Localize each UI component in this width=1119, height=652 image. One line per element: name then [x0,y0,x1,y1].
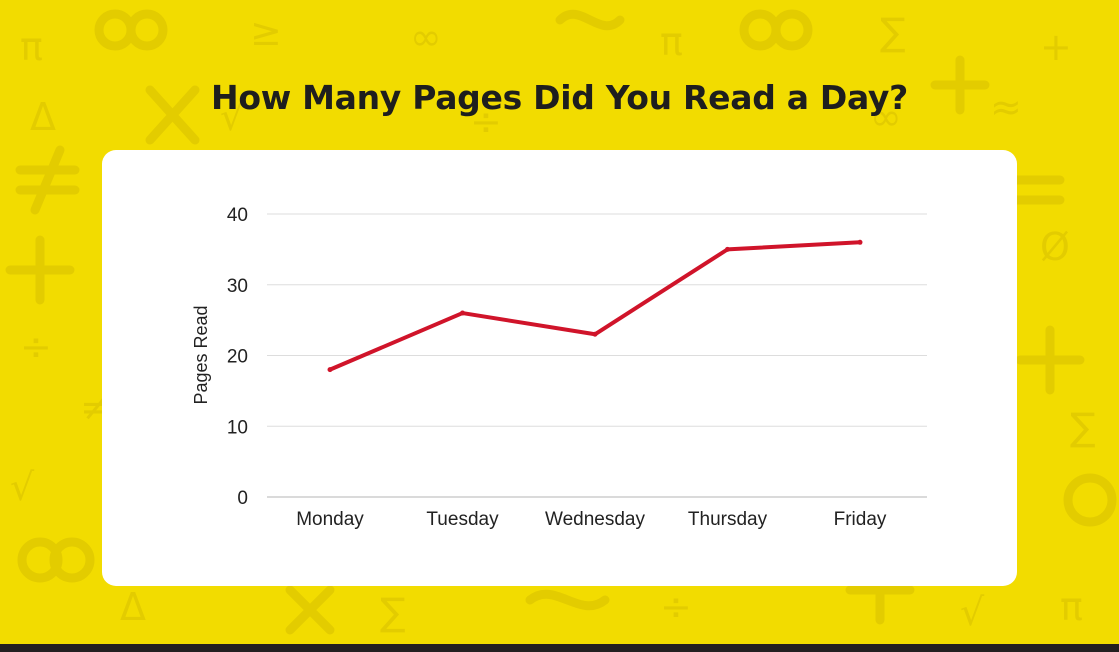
svg-text:Ø: Ø [1040,225,1070,269]
series-line [328,240,862,372]
bottom-bar [0,644,1119,652]
chart-card: 0 10 20 30 40 Monday Tuesday Wednesday Thursday… [102,150,1017,586]
x-tick-label: Wednesday [545,509,645,530]
svg-text:÷: ÷ [660,585,692,629]
svg-text:≈: ≈ [990,85,1022,129]
gridlines [267,213,927,498]
data-point [327,367,333,373]
svg-text:∑: ∑ [380,590,406,634]
svg-text:∞: ∞ [870,95,902,139]
svg-text:π: π [20,25,43,69]
y-axis-ticks: 0 10 20 30 40 [227,205,248,509]
x-axis-ticks: Monday Tuesday Wednesday Thursday Friday [296,509,887,530]
y-tick-label: 0 [237,488,248,509]
page-title: How Many Pages Did You Read a Day? [211,78,908,117]
series-layer [327,239,863,373]
svg-text:∑: ∑ [880,10,906,54]
data-point [592,331,598,337]
y-tick-label: 30 [227,276,248,297]
svg-text:π: π [1060,585,1083,629]
y-tick-label: 10 [227,417,248,438]
data-point [725,246,730,252]
svg-text:Δ: Δ [30,95,56,139]
svg-text:∞: ∞ [410,15,442,59]
svg-text:√: √ [10,465,35,509]
svg-text:+: + [1040,25,1072,69]
y-tick-label: 20 [227,347,248,368]
y-axis-label: Pages Read [191,305,211,404]
svg-text:Δ: Δ [120,585,146,629]
svg-text:÷: ÷ [470,100,502,144]
x-tick-label: Monday [296,509,364,530]
svg-text:÷: ÷ [20,325,52,369]
svg-text:π: π [660,20,683,64]
svg-text:√: √ [220,95,245,139]
svg-text:≥: ≥ [250,10,282,54]
data-point [460,310,465,316]
svg-text:∑: ∑ [1070,405,1096,449]
x-tick-label: Friday [834,509,887,530]
x-tick-label: Thursday [688,509,768,530]
data-point [857,239,863,245]
x-tick-label: Tuesday [426,509,499,530]
svg-text:√: √ [960,590,985,634]
line-chart: 0 10 20 30 40 Monday Tuesday Wednesday Thursday… [191,205,927,530]
y-tick-label: 40 [227,205,248,226]
